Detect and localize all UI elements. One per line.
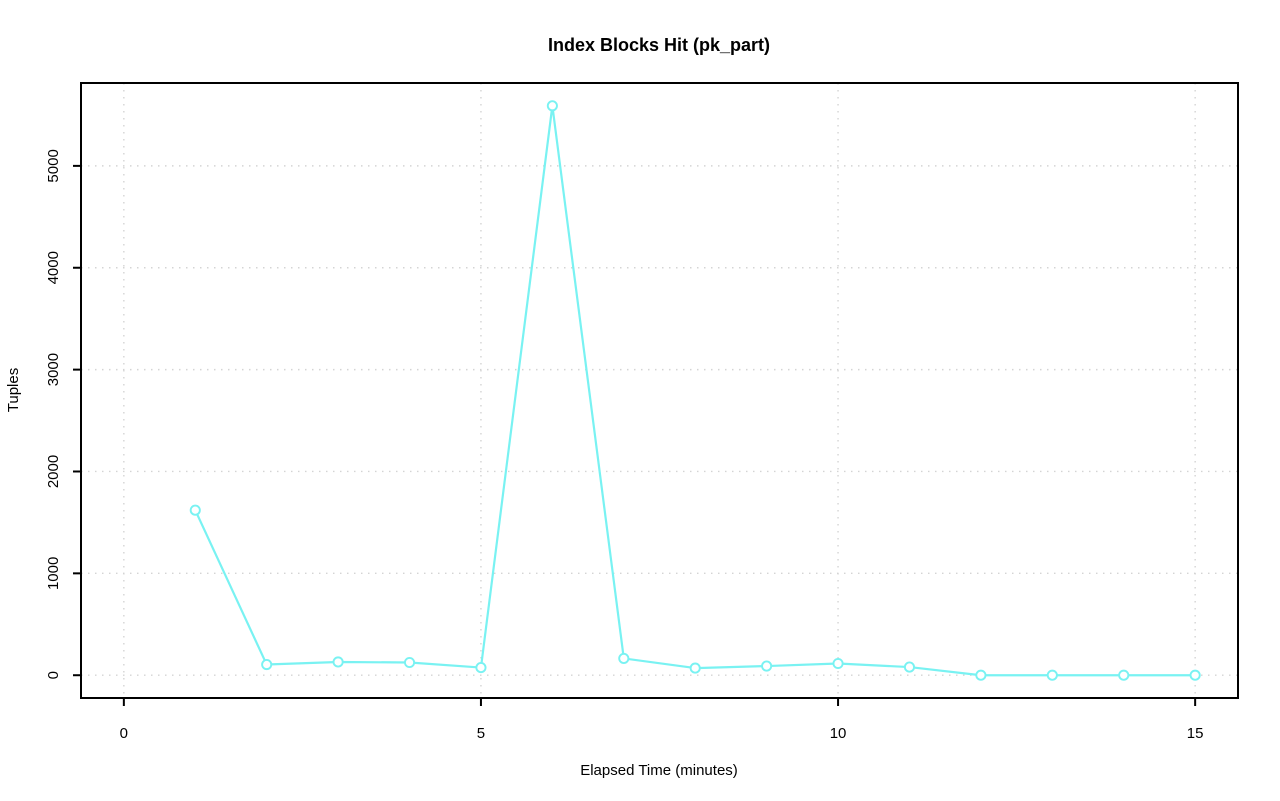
- series-line: [194, 104, 1197, 677]
- y-tick-label: 2000: [45, 455, 62, 488]
- x-axis-label: Elapsed Time (minutes): [580, 762, 738, 779]
- y-axis-label: Tuples: [5, 368, 22, 412]
- data-point-marker: [975, 669, 987, 681]
- data-series: [189, 100, 1201, 681]
- data-point-marker: [332, 656, 344, 668]
- x-tick-label: 15: [1187, 725, 1204, 742]
- y-tick-label: 0: [45, 671, 62, 679]
- chart-title: Index Blocks Hit (pk_part): [548, 35, 770, 55]
- y-tick-label: 4000: [45, 251, 62, 284]
- data-point-marker: [761, 660, 773, 672]
- x-tick-label: 5: [477, 725, 485, 742]
- x-tick-label: 0: [120, 725, 128, 742]
- axis-ticks: [73, 164, 1197, 706]
- x-tick-label: 10: [830, 725, 847, 742]
- data-point-marker: [546, 100, 558, 112]
- plot-border: [80, 82, 1239, 699]
- data-point-marker: [618, 652, 630, 664]
- y-tick-label: 3000: [45, 353, 62, 386]
- data-point-marker: [475, 662, 487, 674]
- data-point-marker: [189, 504, 201, 516]
- data-point-marker: [903, 661, 916, 673]
- tick-labels: 0 5 10 15 0 1000 2000 3000 4000 5000: [45, 149, 1203, 742]
- gridlines: [81, 83, 1238, 698]
- data-point-marker: [403, 656, 416, 669]
- data-point-marker: [1046, 669, 1058, 681]
- data-point-marker: [832, 657, 844, 670]
- data-point-marker: [1189, 669, 1201, 681]
- data-point-marker: [689, 662, 701, 674]
- y-tick-label: 5000: [45, 149, 62, 182]
- data-point-marker: [261, 658, 273, 671]
- data-point-marker: [1118, 669, 1130, 681]
- y-tick-label: 1000: [45, 557, 62, 590]
